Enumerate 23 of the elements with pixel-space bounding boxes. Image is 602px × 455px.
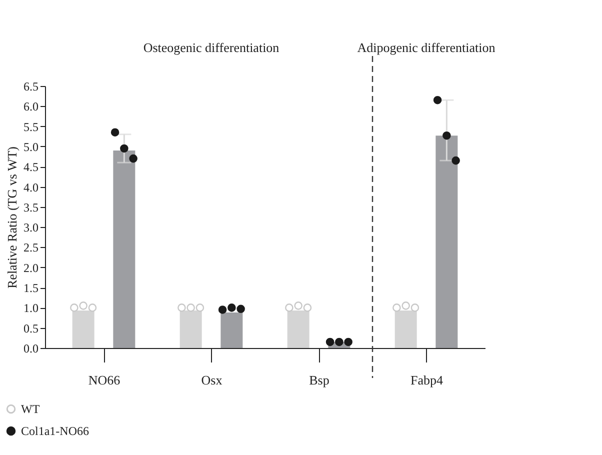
- y-tick-label: 6.0: [24, 100, 38, 114]
- text: Adipogenic differentiation: [357, 40, 496, 55]
- y-tick-label: 0.0: [24, 342, 38, 356]
- y-tick-label: 4.5: [24, 160, 38, 174]
- y-tick-label: 1.0: [24, 301, 38, 316]
- x-tick-label: Osx: [201, 372, 223, 388]
- y-tick-label: 4.0: [24, 180, 38, 194]
- y-tick-label: 2.5: [24, 240, 38, 255]
- x-tick-label: Fabp4: [410, 372, 444, 388]
- legend-label: WT: [21, 402, 40, 416]
- y-tick-label: 5.0: [24, 140, 38, 154]
- y-tick-label: 1.5: [24, 281, 38, 296]
- y-tick-label: 5.5: [24, 120, 38, 134]
- legend-label: Col1a1-NO66: [21, 424, 89, 438]
- y-tick-label: 0.5: [24, 321, 38, 336]
- text: Osteogenic differentiation: [143, 40, 280, 55]
- y-axis-title: Relative Ratio (TG vs WT): [4, 146, 20, 289]
- x-tick-label: NO66: [88, 372, 121, 388]
- y-tick-label: 6.5: [24, 80, 38, 94]
- y-tick-label: 3.0: [24, 220, 38, 235]
- y-tick-label: 3.5: [24, 200, 38, 214]
- y-tick-label: 2.0: [24, 260, 38, 275]
- x-tick-label: Bsp: [309, 372, 330, 388]
